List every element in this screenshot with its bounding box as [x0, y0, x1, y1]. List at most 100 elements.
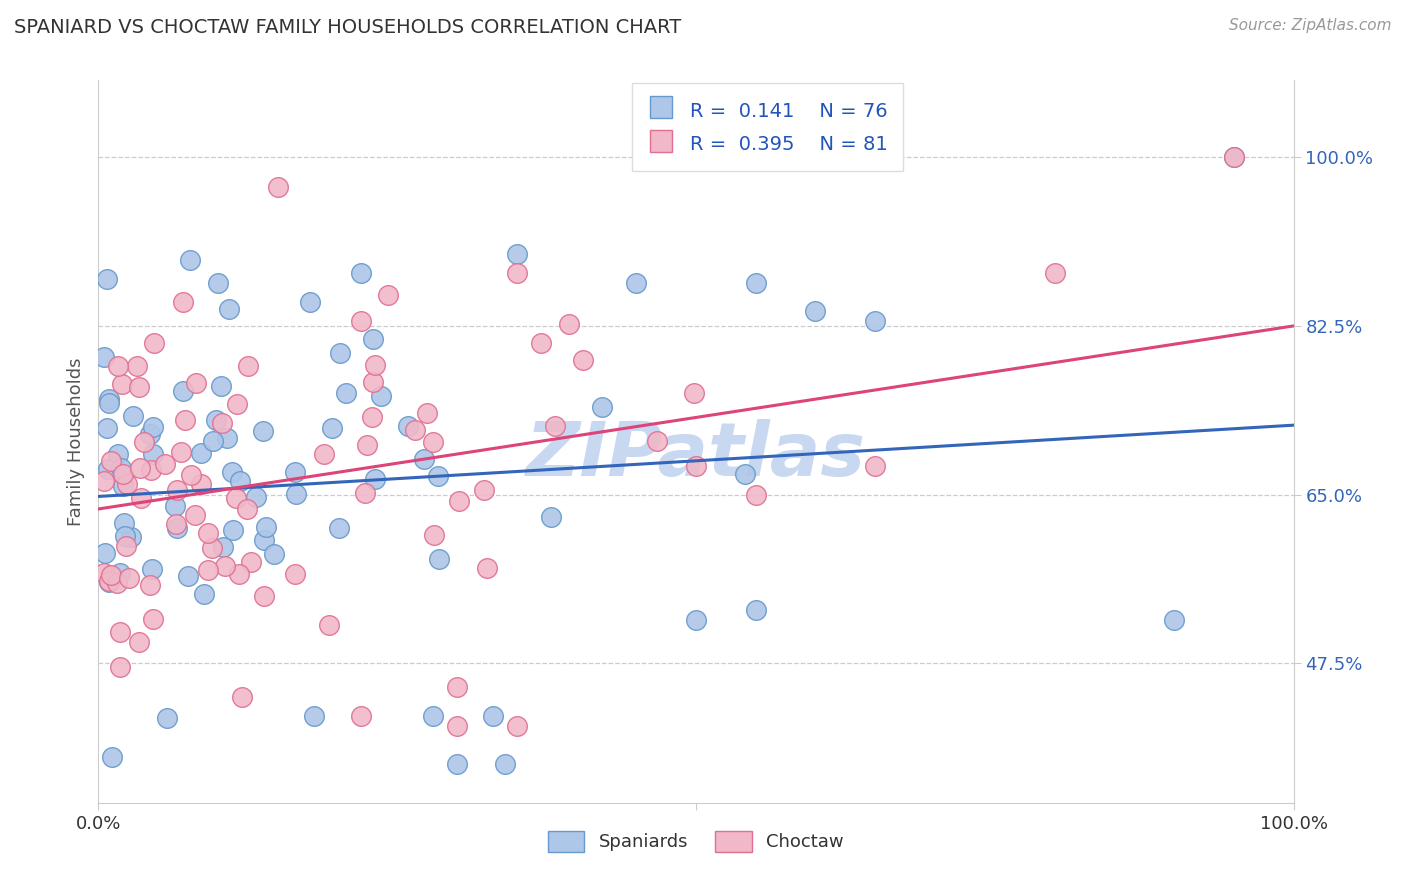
- Point: [804, 304, 827, 318]
- Legend: Spaniards, Choctaw: Spaniards, Choctaw: [541, 823, 851, 859]
- Point: [356, 438, 378, 452]
- Point: [865, 458, 887, 473]
- Point: [312, 447, 335, 461]
- Point: [229, 474, 252, 488]
- Point: [427, 469, 450, 483]
- Point: [98, 396, 121, 410]
- Point: [236, 502, 259, 516]
- Point: [156, 711, 179, 725]
- Point: [190, 476, 212, 491]
- Point: [267, 180, 290, 194]
- Point: [225, 397, 247, 411]
- Point: [129, 461, 152, 475]
- Point: [112, 467, 135, 481]
- Point: [129, 491, 152, 505]
- Point: [377, 288, 399, 302]
- Point: [685, 458, 707, 473]
- Point: [105, 575, 128, 590]
- Point: [174, 413, 197, 427]
- Point: [302, 709, 325, 723]
- Point: [120, 530, 142, 544]
- Point: [284, 465, 307, 479]
- Point: [93, 546, 115, 560]
- Point: [284, 567, 307, 582]
- Point: [108, 625, 131, 640]
- Point: [179, 253, 201, 268]
- Point: [236, 359, 259, 373]
- Point: [96, 421, 118, 435]
- Point: [100, 568, 122, 582]
- Point: [121, 409, 143, 424]
- Point: [205, 413, 228, 427]
- Point: [166, 483, 188, 498]
- Point: [218, 301, 240, 316]
- Point: [745, 487, 768, 501]
- Point: [115, 539, 138, 553]
- Point: [415, 406, 437, 420]
- Point: [350, 266, 373, 280]
- Point: [110, 460, 132, 475]
- Point: [734, 467, 756, 482]
- Point: [253, 533, 276, 547]
- Point: [93, 474, 115, 488]
- Point: [165, 499, 187, 513]
- Point: [263, 547, 285, 561]
- Point: [139, 427, 162, 442]
- Point: [93, 566, 115, 581]
- Point: [207, 276, 229, 290]
- Point: [404, 423, 426, 437]
- Point: [142, 336, 165, 351]
- Point: [211, 416, 233, 430]
- Point: [422, 435, 444, 450]
- Point: [221, 465, 243, 479]
- Point: [93, 351, 115, 365]
- Point: [134, 435, 156, 450]
- Point: [98, 392, 121, 406]
- Point: [172, 295, 194, 310]
- Point: [190, 446, 212, 460]
- Point: [413, 451, 436, 466]
- Point: [427, 551, 450, 566]
- Point: [284, 486, 307, 500]
- Point: [165, 516, 187, 531]
- Point: [364, 472, 387, 486]
- Point: [245, 490, 267, 504]
- Point: [100, 454, 122, 468]
- Point: [166, 521, 188, 535]
- Point: [180, 468, 202, 483]
- Point: [685, 613, 707, 627]
- Y-axis label: Family Households: Family Households: [66, 358, 84, 525]
- Point: [396, 418, 419, 433]
- Point: [240, 555, 263, 569]
- Point: [506, 266, 529, 280]
- Point: [139, 577, 162, 591]
- Point: [475, 561, 498, 575]
- Point: [481, 709, 505, 723]
- Point: [318, 617, 340, 632]
- Point: [97, 462, 120, 476]
- Point: [142, 447, 165, 461]
- Point: [354, 486, 377, 500]
- Point: [350, 709, 373, 723]
- Point: [197, 563, 219, 577]
- Point: [177, 569, 200, 583]
- Point: [97, 574, 120, 589]
- Point: [111, 376, 134, 391]
- Point: [494, 757, 516, 772]
- Point: [360, 409, 382, 424]
- Point: [252, 424, 274, 438]
- Point: [184, 376, 207, 390]
- Point: [335, 386, 357, 401]
- Point: [645, 434, 668, 448]
- Point: [530, 335, 553, 350]
- Point: [215, 431, 238, 445]
- Point: [745, 603, 768, 617]
- Point: [128, 380, 150, 394]
- Point: [361, 375, 384, 389]
- Point: [865, 314, 887, 328]
- Point: [506, 246, 529, 260]
- Point: [228, 566, 250, 581]
- Point: [329, 346, 352, 360]
- Point: [111, 479, 134, 493]
- Point: [141, 463, 163, 477]
